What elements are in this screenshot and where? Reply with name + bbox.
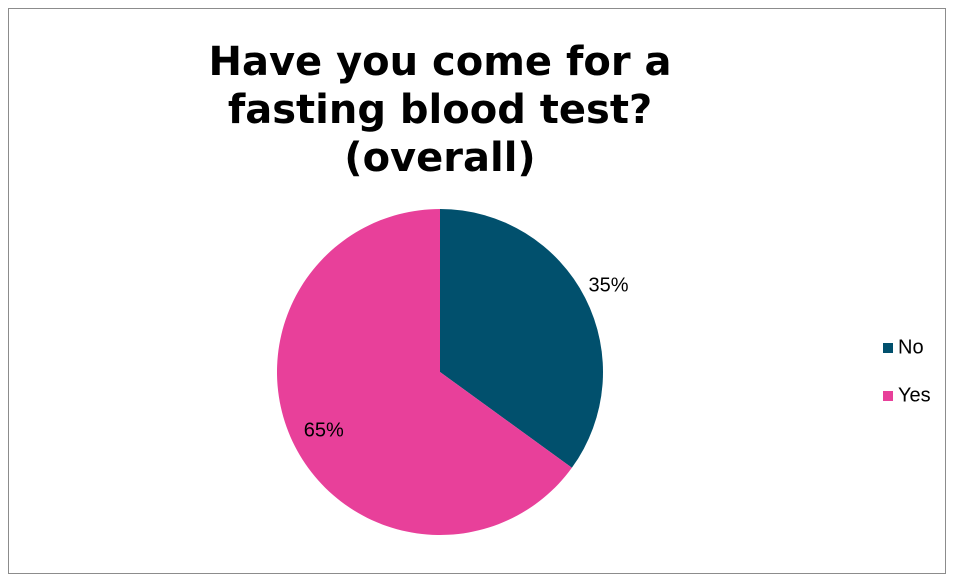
legend-label: No: [898, 336, 924, 358]
pie-slice: [440, 209, 603, 468]
chart-title: Have you come for a fasting blood test? …: [208, 39, 672, 181]
legend-swatch: [883, 391, 893, 401]
legend-swatch: [883, 343, 893, 353]
data-label: 65%: [304, 419, 344, 441]
legend-label: Yes: [898, 384, 931, 406]
pie-slice: [276, 209, 572, 536]
chart-frame: [8, 8, 946, 574]
data-label: 35%: [588, 274, 628, 296]
